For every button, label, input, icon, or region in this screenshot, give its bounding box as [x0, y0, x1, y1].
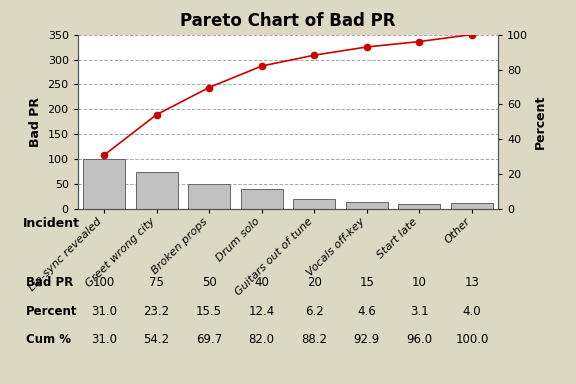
Text: 15: 15: [359, 276, 374, 289]
Text: 15.5: 15.5: [196, 305, 222, 318]
Text: 96.0: 96.0: [406, 333, 433, 346]
Text: 13: 13: [464, 276, 479, 289]
Text: 69.7: 69.7: [196, 333, 222, 346]
Text: 92.9: 92.9: [354, 333, 380, 346]
Text: 3.1: 3.1: [410, 305, 429, 318]
Text: 31.0: 31.0: [91, 305, 117, 318]
Bar: [346, 202, 388, 209]
Bar: [135, 172, 177, 209]
Text: 12.4: 12.4: [249, 305, 275, 318]
Bar: [451, 203, 493, 209]
Text: 10: 10: [412, 276, 427, 289]
Text: 50: 50: [202, 276, 217, 289]
Text: Percent: Percent: [26, 305, 77, 318]
Text: 88.2: 88.2: [301, 333, 327, 346]
Text: 54.2: 54.2: [143, 333, 170, 346]
Text: 6.2: 6.2: [305, 305, 324, 318]
Y-axis label: Percent: Percent: [534, 95, 547, 149]
Text: Cum %: Cum %: [26, 333, 71, 346]
Text: Incident: Incident: [23, 217, 80, 230]
Y-axis label: Bad PR: Bad PR: [29, 97, 42, 147]
Title: Pareto Chart of Bad PR: Pareto Chart of Bad PR: [180, 12, 396, 30]
Bar: [83, 159, 125, 209]
Text: 40: 40: [254, 276, 269, 289]
Text: 31.0: 31.0: [91, 333, 117, 346]
Bar: [293, 199, 335, 209]
Text: 23.2: 23.2: [143, 305, 170, 318]
Bar: [241, 189, 283, 209]
Text: 100: 100: [93, 276, 115, 289]
Text: 82.0: 82.0: [249, 333, 275, 346]
Text: 100.0: 100.0: [455, 333, 488, 346]
Text: 20: 20: [307, 276, 322, 289]
Text: Bad PR: Bad PR: [26, 276, 73, 289]
Text: 4.0: 4.0: [463, 305, 482, 318]
Bar: [399, 204, 441, 209]
Bar: [188, 184, 230, 209]
Text: 4.6: 4.6: [358, 305, 376, 318]
Text: 75: 75: [149, 276, 164, 289]
